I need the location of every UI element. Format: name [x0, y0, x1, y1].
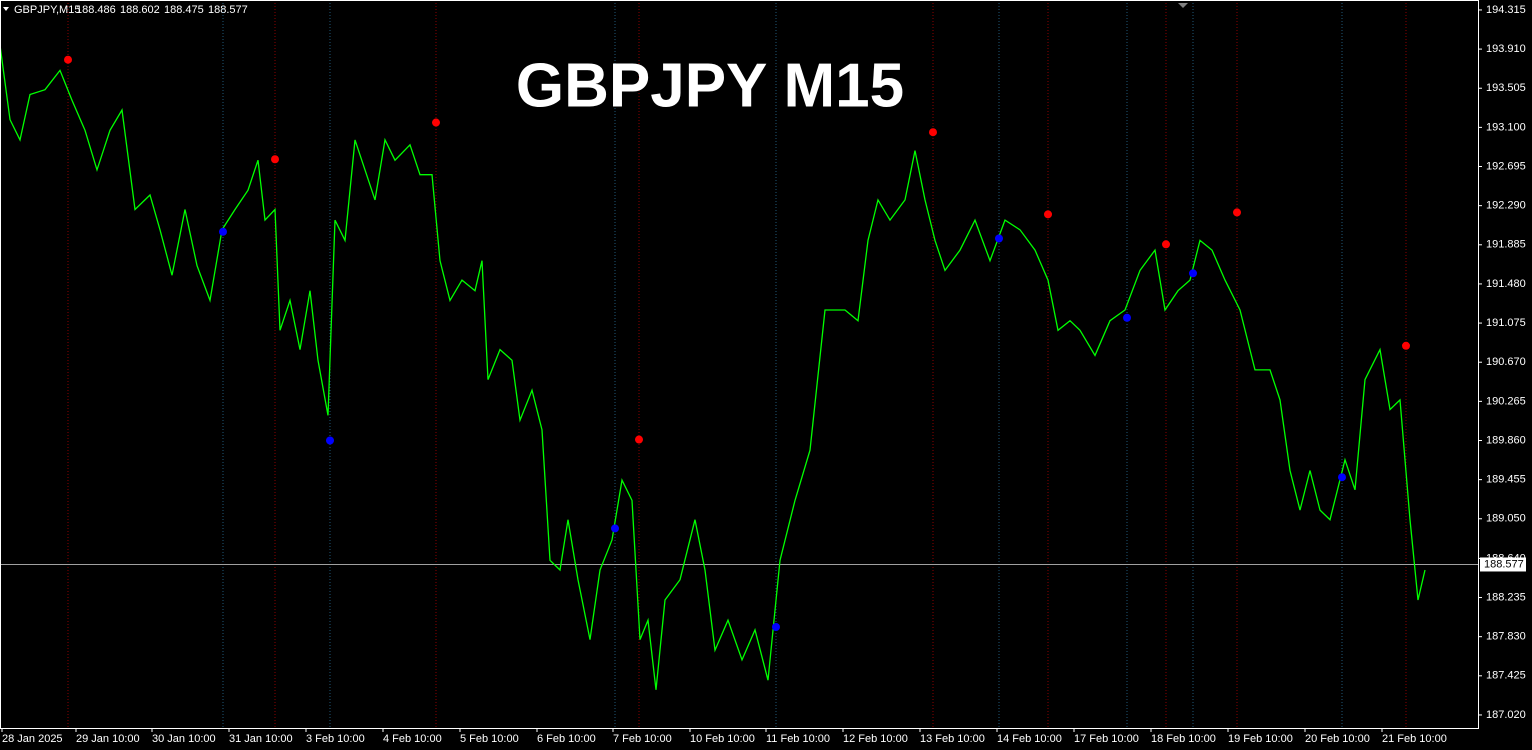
- signal-dot: [1123, 313, 1131, 322]
- x-tick-label: 20 Feb 10:00: [1305, 733, 1370, 745]
- y-tick-label: 187.020: [1486, 709, 1526, 721]
- x-tick-label: 18 Feb 10:00: [1151, 733, 1216, 745]
- x-tick-label: 11 Feb 10:00: [766, 733, 830, 745]
- x-tick-label: 19 Feb 10:00: [1228, 733, 1293, 745]
- signal-dot: [1233, 208, 1241, 217]
- y-tick-label: 189.455: [1486, 474, 1526, 486]
- x-tick-label: 17 Feb 10:00: [1074, 733, 1139, 745]
- x-tick-label: 31 Jan 10:00: [229, 733, 293, 745]
- ohlc-value: 188.475: [164, 4, 204, 16]
- signal-dot: [1338, 473, 1346, 482]
- last-price-box: [1480, 557, 1526, 572]
- ohlc-value: 188.486: [76, 4, 116, 16]
- signal-dot: [1402, 341, 1410, 350]
- signal-dot: [635, 435, 643, 444]
- y-tick-label: 190.265: [1486, 395, 1526, 407]
- signal-dot: [929, 128, 937, 137]
- signal-dot: [1189, 269, 1197, 278]
- shift-marker: [1178, 3, 1188, 8]
- signal-dot: [271, 155, 279, 164]
- x-tick-label: 21 Feb 10:00: [1382, 733, 1447, 745]
- signal-dot: [772, 623, 780, 632]
- signal-dot: [1162, 240, 1170, 249]
- y-tick-label: 187.425: [1486, 670, 1526, 682]
- y-tick-label: 194.315: [1486, 4, 1526, 16]
- y-tick-label: 189.860: [1486, 434, 1526, 446]
- menu-arrow[interactable]: [3, 7, 9, 11]
- symbol-label: GBPJPY,M15: [14, 4, 80, 16]
- y-tick-label: 193.100: [1486, 121, 1526, 133]
- x-tick-label: 4 Feb 10:00: [383, 733, 442, 745]
- y-tick-label: 192.290: [1486, 200, 1526, 212]
- y-tick-label: 193.505: [1486, 82, 1526, 94]
- x-tick-label: 13 Feb 10:00: [920, 733, 985, 745]
- x-tick-label: 3 Feb 10:00: [306, 733, 365, 745]
- y-tick-label: 190.670: [1486, 356, 1526, 368]
- x-tick-label: 29 Jan 10:00: [76, 733, 140, 745]
- y-tick-label: 191.885: [1486, 239, 1526, 251]
- x-tick-label: 6 Feb 10:00: [537, 733, 596, 745]
- signal-dot: [995, 234, 1003, 243]
- plot-frame: [0, 0, 1479, 729]
- signal-dot: [432, 118, 440, 127]
- signal-dot: [64, 55, 72, 64]
- x-tick-label: 30 Jan 10:00: [152, 733, 216, 745]
- signal-dot: [611, 524, 619, 533]
- x-tick-label: 28 Jan 2025: [2, 733, 63, 745]
- y-tick-label: 193.910: [1486, 43, 1526, 55]
- y-tick-label: 191.075: [1486, 317, 1526, 329]
- chart-title: GBPJPY M15: [516, 51, 904, 120]
- signal-dot: [219, 227, 227, 236]
- ohlc-value: 188.602: [120, 4, 160, 16]
- y-tick-label: 191.480: [1486, 278, 1526, 290]
- y-tick-label: 188.235: [1486, 591, 1526, 603]
- y-tick-label: 189.050: [1486, 513, 1526, 525]
- x-tick-label: 5 Feb 10:00: [460, 733, 519, 745]
- x-tick-label: 7 Feb 10:00: [613, 733, 672, 745]
- signal-dot: [326, 436, 334, 445]
- x-tick-label: 12 Feb 10:00: [843, 733, 908, 745]
- plot-area: [0, 0, 1478, 728]
- y-tick-label: 192.695: [1486, 160, 1526, 172]
- ohlc-value: 188.577: [208, 4, 248, 16]
- y-tick-label: 187.830: [1486, 631, 1526, 643]
- x-tick-label: 10 Feb 10:00: [690, 733, 755, 745]
- price-line: [0, 45, 1426, 690]
- signal-dot: [1044, 210, 1052, 219]
- ohlc-readout: 188.486 188.602 188.475 188.577: [76, 4, 248, 16]
- x-tick-label: 14 Feb 10:00: [997, 733, 1062, 745]
- last-price-label: 188.577: [1484, 558, 1524, 570]
